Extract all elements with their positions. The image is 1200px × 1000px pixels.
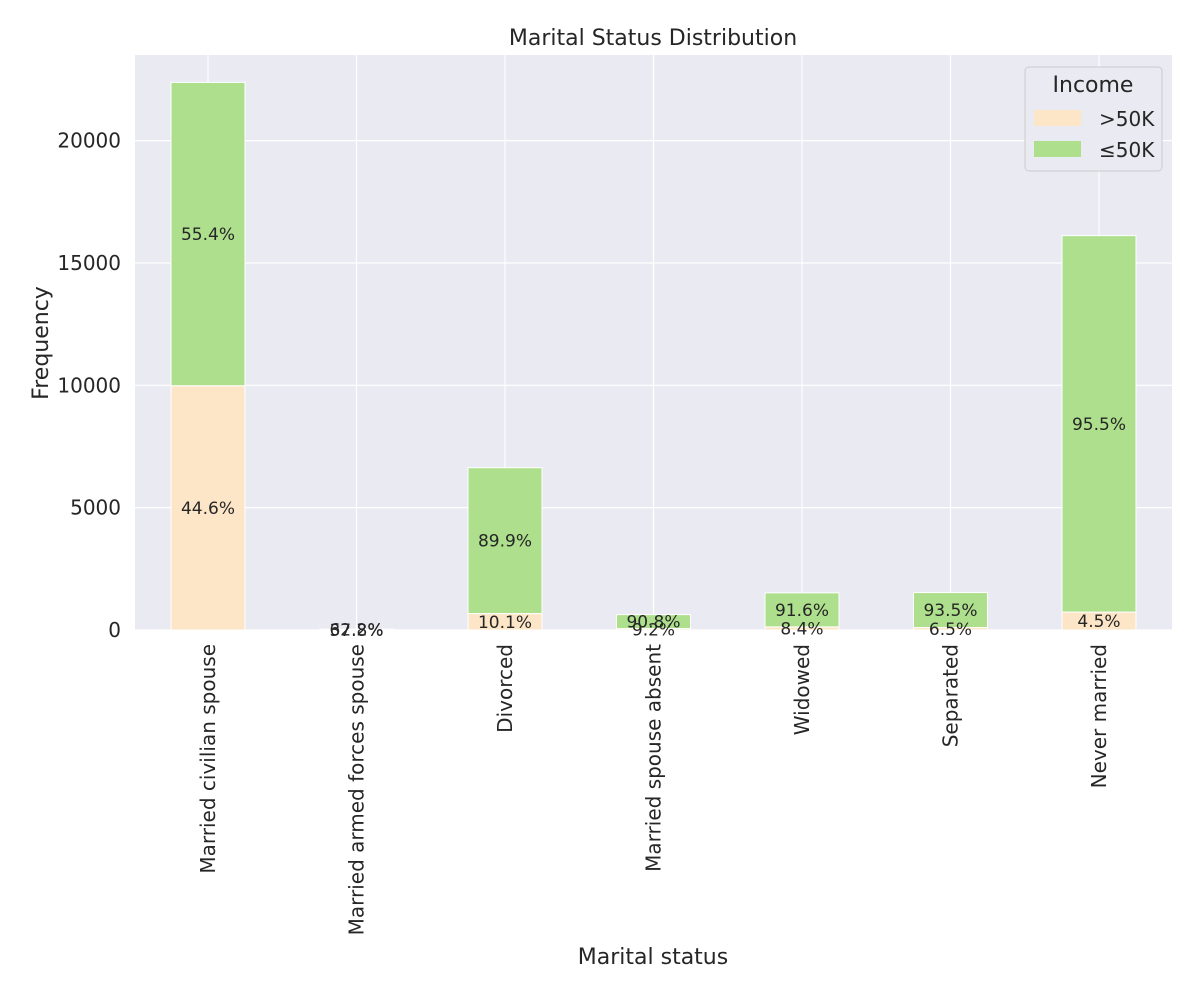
y-tick-label: 15000: [57, 251, 121, 275]
bar-label-above-50k: 9.2%: [632, 620, 675, 640]
y-tick-label: 5000: [70, 496, 121, 520]
legend: Income >50K ≤50K: [1024, 66, 1163, 172]
x-tick-label: Married spouse absent: [642, 644, 666, 872]
legend-swatch-above-50k: [1034, 110, 1081, 126]
x-tick-label: Married civilian spouse: [196, 644, 220, 874]
x-tick-labels: Married civilian spouse Married armed for…: [196, 644, 1111, 936]
bar-label-at-most-50k: 89.9%: [478, 532, 532, 552]
bar-label-at-most-50k: 90.8%: [626, 613, 680, 633]
x-tick-label: Never married: [1087, 644, 1111, 788]
legend-swatch-at-most-50k: [1034, 141, 1081, 157]
bar-at-most-50k: [319, 628, 394, 631]
legend-label-at-most-50k: ≤50K: [1099, 138, 1155, 162]
bar-label-at-most-50k: 62.2%: [329, 620, 383, 640]
bar-label-above-50k: 10.1%: [478, 613, 532, 633]
bar-label-at-most-50k: 55.4%: [181, 225, 235, 245]
bar-label-at-most-50k: 95.5%: [1072, 415, 1126, 435]
y-tick-label: 10000: [57, 373, 121, 397]
x-tick-label: Separated: [939, 644, 963, 747]
bar-at-most-50k: [913, 592, 988, 629]
bar-label-above-50k: 4.5%: [1077, 612, 1120, 632]
x-tick-label: Divorced: [493, 644, 517, 733]
x-tick-label: Married armed forces spouse: [345, 644, 369, 935]
bar-at-most-50k: [764, 592, 840, 628]
bar-above-50k: [170, 385, 246, 631]
bar-labels: 44.6% 55.4% 37.8%62.2% 10.1% 89.9% 9.2%90.8% 8…: [181, 225, 1126, 641]
legend-title: Income: [1053, 73, 1134, 98]
bars: [170, 81, 1137, 631]
bar-label-above-50k: 8.4%: [780, 619, 823, 639]
y-tick-label: 0: [108, 618, 121, 642]
bar-at-most-50k: [616, 614, 691, 630]
grid-lines: [135, 55, 1172, 631]
bar-label-above-50k: 6.5%: [929, 620, 972, 640]
bar-at-most-50k: [170, 81, 246, 387]
bar-at-most-50k: [1061, 235, 1137, 613]
x-axis-label: Marital status: [578, 945, 728, 970]
bar-label-at-most-50k: 91.6%: [775, 601, 829, 621]
bar-at-most-50k: [467, 467, 543, 615]
bar-label-at-most-50k: 93.5%: [923, 601, 977, 621]
y-axis-label: Frequency: [29, 286, 54, 400]
y-tick-labels: 0 5000 10000 15000 20000: [57, 129, 121, 642]
legend-label-above-50k: >50K: [1099, 107, 1155, 131]
bar-label-above-50k: 37.8%: [329, 621, 383, 641]
y-tick-label: 20000: [57, 129, 121, 153]
x-tick-label: Widowed: [790, 644, 814, 735]
chart-title: Marital Status Distribution: [509, 26, 797, 51]
bar-label-above-50k: 44.6%: [181, 499, 235, 519]
